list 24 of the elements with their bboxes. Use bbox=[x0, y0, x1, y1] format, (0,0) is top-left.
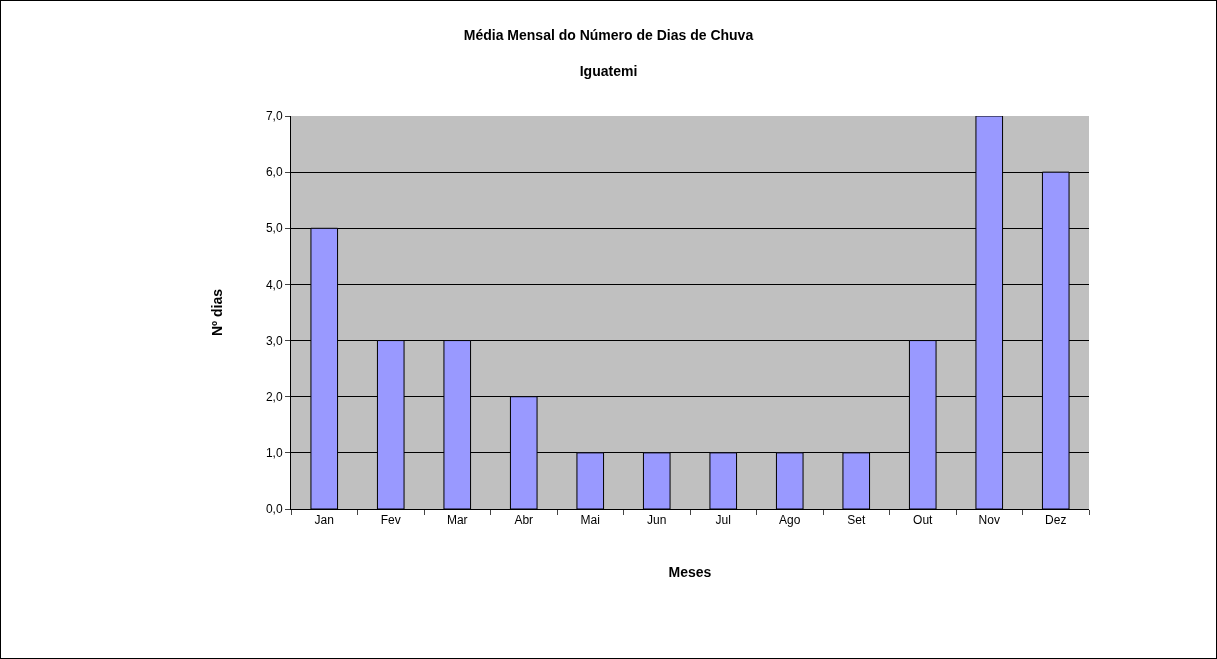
x-tick-label: Jan bbox=[314, 513, 334, 528]
x-tick-label: Set bbox=[847, 513, 866, 528]
x-tick-label: Mai bbox=[580, 513, 600, 528]
x-tick-label: Ago bbox=[779, 513, 801, 528]
x-tick-label: Fev bbox=[380, 513, 401, 528]
y-tick-label: 7,0 bbox=[265, 109, 283, 124]
x-tick-label: Abr bbox=[514, 513, 534, 528]
x-tick-label: Mar bbox=[446, 513, 468, 528]
x-axis-title: Meses bbox=[668, 563, 712, 580]
x-tick-label: Dez bbox=[1045, 513, 1067, 528]
chart-title: Média Mensal do Número de Dias de Chuva bbox=[463, 27, 754, 44]
y-tick-label: 4,0 bbox=[265, 277, 283, 292]
chart-subtitle: Iguatemi bbox=[579, 62, 638, 79]
y-tick-label: 6,0 bbox=[265, 165, 283, 180]
x-tick-label: Out bbox=[913, 513, 934, 528]
y-tick-label: 5,0 bbox=[265, 221, 283, 236]
y-tick-label: 1,0 bbox=[265, 446, 283, 461]
y-tick-label: 0,0 bbox=[265, 502, 283, 517]
x-tick-label: Nov bbox=[978, 513, 1000, 528]
y-axis-title: Nº dias bbox=[208, 288, 225, 337]
y-tick-label: 3,0 bbox=[265, 333, 283, 348]
x-tick-label: Jul bbox=[715, 513, 731, 528]
x-tick-label: Jun bbox=[647, 513, 667, 528]
y-tick-label: 2,0 bbox=[265, 389, 283, 404]
